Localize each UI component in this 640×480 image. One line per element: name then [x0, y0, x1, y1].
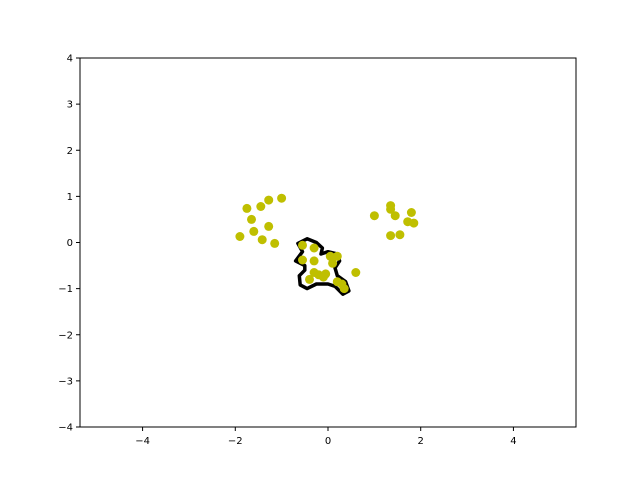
data-point — [277, 193, 287, 203]
x-tick-label: −2 — [228, 436, 243, 447]
y-tick-label: 0 — [67, 238, 73, 249]
data-point — [257, 235, 267, 245]
x-tick-label: 2 — [418, 436, 424, 447]
data-point — [235, 232, 245, 241]
data-point — [242, 203, 252, 213]
data-point — [339, 284, 349, 294]
data-point — [247, 214, 256, 224]
data-point — [325, 251, 335, 261]
data-point — [409, 218, 419, 228]
data-point — [309, 256, 319, 266]
chart-axes: −4 −2 0 2 4 −4 −3 −2 −1 0 1 2 3 4 — [58, 54, 577, 447]
data-point — [390, 211, 400, 221]
data-point — [256, 202, 266, 211]
plot-frame — [79, 57, 577, 428]
y-tick-label: 2 — [67, 146, 73, 157]
data-point — [395, 230, 405, 240]
chart-marks — [235, 193, 419, 296]
data-point — [264, 195, 274, 205]
data-point — [406, 208, 416, 217]
y-tick-label: 3 — [67, 100, 73, 111]
y-tick-label: 1 — [67, 192, 73, 203]
data-point — [298, 240, 307, 250]
plot-area — [235, 193, 419, 296]
data-point — [264, 221, 274, 231]
x-tick-label: −4 — [135, 436, 150, 447]
x-tick-label: 0 — [325, 436, 331, 447]
y-tick-label: −3 — [58, 376, 73, 387]
data-point — [309, 243, 319, 253]
data-point — [298, 255, 307, 265]
data-point — [351, 268, 361, 277]
data-point — [369, 211, 379, 221]
y-tick-label: −1 — [58, 284, 73, 295]
data-point — [321, 269, 331, 279]
data-point — [328, 258, 338, 268]
x-tick-label: 4 — [510, 436, 516, 447]
data-point — [249, 226, 259, 236]
y-tick-label: 4 — [67, 54, 73, 65]
data-point — [270, 238, 280, 248]
y-tick-label: −4 — [58, 423, 73, 434]
data-point — [332, 251, 342, 261]
y-tick-label: −2 — [58, 330, 73, 341]
data-point — [305, 274, 314, 284]
data-point — [386, 231, 396, 241]
data-point — [386, 204, 396, 214]
